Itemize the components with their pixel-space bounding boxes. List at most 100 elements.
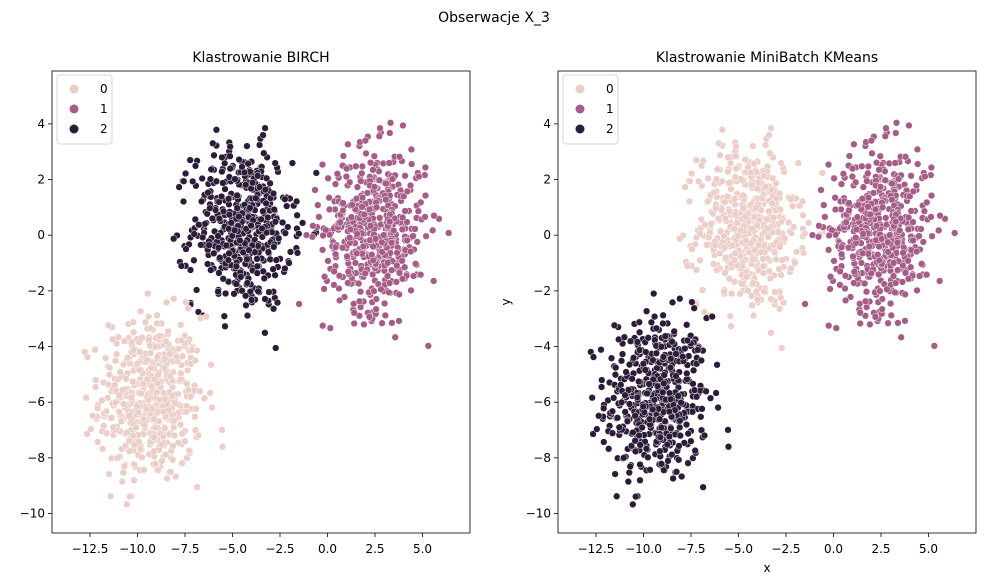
data-point bbox=[651, 336, 659, 344]
data-point bbox=[842, 218, 850, 226]
data-point bbox=[318, 160, 327, 169]
data-point bbox=[83, 353, 92, 361]
data-point bbox=[821, 213, 829, 221]
data-point bbox=[841, 272, 850, 280]
data-point bbox=[400, 192, 408, 200]
data-point bbox=[853, 213, 862, 221]
data-point bbox=[657, 460, 666, 468]
data-point bbox=[792, 248, 801, 256]
data-point bbox=[716, 151, 724, 159]
data-point bbox=[753, 221, 761, 230]
data-point bbox=[617, 357, 626, 365]
data-point bbox=[191, 413, 199, 421]
data-point bbox=[207, 361, 215, 369]
data-point bbox=[143, 356, 151, 364]
data-point bbox=[130, 441, 138, 449]
data-point bbox=[271, 218, 280, 226]
data-point bbox=[117, 417, 126, 425]
data-point bbox=[139, 415, 148, 423]
data-point bbox=[639, 402, 647, 411]
data-point bbox=[207, 266, 215, 274]
data-point bbox=[144, 312, 153, 321]
data-point bbox=[714, 403, 722, 412]
data-point bbox=[886, 299, 895, 308]
data-point bbox=[776, 205, 784, 214]
data-point bbox=[650, 289, 658, 298]
data-point bbox=[106, 363, 114, 372]
data-point bbox=[871, 205, 880, 214]
data-point bbox=[679, 352, 687, 361]
data-point bbox=[189, 177, 197, 186]
data-point bbox=[695, 177, 703, 186]
data-point bbox=[667, 424, 675, 432]
data-point bbox=[883, 285, 891, 293]
data-point bbox=[333, 170, 342, 178]
data-point bbox=[739, 204, 747, 212]
data-point bbox=[682, 420, 691, 429]
data-point bbox=[151, 423, 159, 432]
data-point bbox=[892, 218, 900, 226]
data-point bbox=[898, 278, 907, 286]
data-point bbox=[687, 437, 695, 445]
data-point bbox=[668, 338, 676, 346]
data-point bbox=[94, 404, 102, 412]
data-point bbox=[706, 394, 715, 402]
data-point bbox=[358, 203, 366, 211]
data-point bbox=[878, 203, 887, 211]
data-point bbox=[339, 199, 347, 207]
data-point bbox=[672, 372, 680, 380]
data-point bbox=[220, 312, 228, 320]
data-point bbox=[357, 177, 365, 185]
data-point bbox=[894, 319, 902, 327]
data-point bbox=[281, 264, 289, 273]
data-point bbox=[273, 298, 282, 307]
data-point bbox=[138, 453, 146, 461]
data-point bbox=[930, 342, 938, 350]
data-point bbox=[909, 236, 917, 245]
data-point bbox=[598, 376, 606, 384]
data-point bbox=[728, 241, 736, 250]
data-point bbox=[768, 228, 777, 237]
data-point bbox=[177, 369, 185, 378]
data-point bbox=[690, 386, 699, 394]
data-point bbox=[642, 348, 650, 356]
data-point bbox=[335, 296, 344, 305]
data-point bbox=[413, 238, 421, 246]
data-point bbox=[183, 380, 191, 388]
data-point bbox=[707, 220, 715, 228]
data-point bbox=[348, 201, 356, 209]
data-point bbox=[688, 408, 697, 416]
data-point bbox=[713, 165, 721, 174]
data-point bbox=[201, 220, 209, 228]
data-point bbox=[248, 179, 257, 187]
data-point bbox=[206, 389, 214, 397]
data-point bbox=[799, 249, 808, 257]
data-point bbox=[718, 126, 727, 134]
data-point bbox=[884, 248, 892, 256]
x-axis-label: x bbox=[763, 561, 770, 575]
data-point bbox=[240, 168, 249, 177]
data-point bbox=[120, 462, 128, 471]
data-point bbox=[936, 212, 944, 220]
data-point bbox=[913, 286, 921, 295]
legend-label-1: 1 bbox=[100, 102, 108, 116]
data-point bbox=[660, 379, 668, 388]
data-point bbox=[166, 468, 175, 476]
data-point bbox=[837, 250, 846, 258]
axes-frame-birch bbox=[51, 70, 471, 534]
data-point bbox=[891, 159, 899, 167]
data-point bbox=[608, 407, 617, 415]
data-point bbox=[741, 212, 749, 221]
data-point bbox=[170, 235, 178, 243]
data-point bbox=[237, 273, 245, 281]
data-point bbox=[338, 244, 347, 252]
data-point bbox=[159, 432, 168, 441]
legend-marker-0 bbox=[69, 84, 79, 94]
data-point bbox=[677, 399, 685, 407]
data-point bbox=[749, 279, 757, 287]
data-point bbox=[225, 211, 233, 219]
data-point bbox=[724, 443, 733, 451]
data-point bbox=[136, 348, 144, 356]
data-point bbox=[820, 201, 828, 209]
data-point bbox=[685, 352, 693, 360]
